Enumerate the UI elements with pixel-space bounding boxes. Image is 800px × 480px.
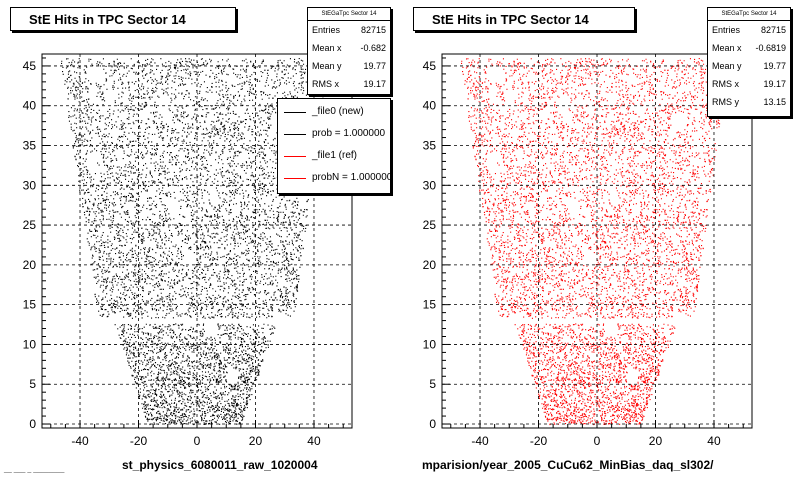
y-tick-label: 45	[423, 59, 437, 73]
right-stats-rms-y: RMS y 13.15	[708, 93, 790, 111]
right-stats-box: StEGaTpc Sector 14 Entries 82715 Mean x …	[707, 7, 791, 117]
left-legend: _file0 (new) prob = 1.000000 _file1 (ref…	[277, 98, 391, 194]
y-tick-label: 10	[423, 337, 437, 351]
x-tick-label: 40	[307, 434, 321, 448]
left-stats-mean-y: Mean y 19.77	[308, 57, 390, 75]
right-plot-title: StE Hits in TPC Sector 14	[413, 7, 635, 31]
right-stats-header: StEGaTpc Sector 14	[708, 8, 790, 21]
y-tick-label: 25	[23, 218, 37, 232]
y-tick-label: 20	[423, 258, 437, 272]
legend-line-red	[284, 156, 306, 157]
stat-value: -0.6819	[755, 43, 786, 53]
left-plot-title: StE Hits in TPC Sector 14	[10, 7, 236, 31]
y-tick-label: 5	[29, 377, 36, 391]
x-tick-label: 20	[249, 434, 263, 448]
legend-entry-file1: _file1 (ref)	[278, 145, 390, 167]
stat-label: RMS y	[712, 97, 739, 107]
y-tick-label: 20	[23, 258, 37, 272]
y-tick-label: 15	[423, 298, 437, 312]
left-stats-header: StEGaTpc Sector 14	[308, 8, 390, 21]
left-x-axis-caption: st_physics_6080011_raw_1020004	[122, 458, 318, 472]
stat-label: Mean x	[312, 43, 342, 53]
corner-note: __ ___ _ ________	[4, 466, 65, 473]
y-tick-label: 40	[23, 99, 37, 113]
stat-value: 19.17	[363, 79, 386, 89]
legend-label: _file0 (new)	[312, 106, 364, 117]
legend-label: prob = 1.000000	[312, 128, 386, 139]
legend-entry-probn: probN = 1.000000	[278, 167, 390, 189]
x-tick-label: 40	[707, 434, 721, 448]
stat-value: 19.77	[363, 61, 386, 71]
stat-label: Mean y	[712, 61, 742, 71]
stat-label: Entries	[312, 25, 341, 35]
y-tick-label: 0	[29, 417, 36, 431]
stat-label: Entries	[712, 25, 741, 35]
x-tick-label: 0	[594, 434, 601, 448]
y-tick-label: 15	[23, 298, 37, 312]
stat-label: Mean x	[712, 43, 742, 53]
x-tick-label: -40	[471, 434, 489, 448]
right-stats-rms-x: RMS x 19.17	[708, 75, 790, 93]
x-tick-label: -20	[530, 434, 548, 448]
y-tick-label: 5	[429, 377, 436, 391]
right-stats-entries: Entries 82715	[708, 21, 790, 39]
y-tick-label: 45	[23, 59, 37, 73]
y-tick-label: 40	[423, 99, 437, 113]
y-tick-label: 35	[423, 139, 437, 153]
stat-value: 19.17	[763, 79, 786, 89]
y-tick-label: 30	[423, 178, 437, 192]
stat-label: Mean y	[312, 61, 342, 71]
y-tick-label: 35	[23, 139, 37, 153]
legend-line-black	[284, 112, 306, 113]
stat-label: RMS x	[312, 79, 339, 89]
left-stats-entries: Entries 82715	[308, 21, 390, 39]
right-stats-mean-x: Mean x -0.6819	[708, 39, 790, 57]
left-stats-rms-x: RMS x 19.17	[308, 75, 390, 93]
right-x-axis-caption: mparision/year_2005_CuCu62_MinBias_daq_s…	[422, 458, 714, 472]
legend-entry-file0: _file0 (new)	[278, 101, 390, 123]
left-stats-mean-x: Mean x -0.682	[308, 39, 390, 57]
left-plot-title-text: StE Hits in TPC Sector 14	[29, 12, 186, 27]
y-tick-label: 25	[423, 218, 437, 232]
stat-label: RMS x	[712, 79, 739, 89]
legend-label: probN = 1.000000	[312, 172, 391, 183]
stat-value: -0.682	[360, 43, 386, 53]
x-tick-label: -20	[130, 434, 148, 448]
y-tick-label: 0	[429, 417, 436, 431]
right-plot-title-text: StE Hits in TPC Sector 14	[432, 12, 589, 27]
stat-value: 13.15	[763, 97, 786, 107]
y-tick-label: 30	[23, 178, 37, 192]
x-tick-label: 20	[649, 434, 663, 448]
x-tick-label: -40	[71, 434, 89, 448]
right-stats-mean-y: Mean y 19.77	[708, 57, 790, 75]
left-stats-box: StEGaTpc Sector 14 Entries 82715 Mean x …	[307, 7, 391, 95]
stat-value: 82715	[360, 25, 386, 35]
stat-value: 82715	[760, 25, 786, 35]
legend-label: _file1 (ref)	[312, 150, 358, 161]
legend-line-red	[284, 178, 306, 179]
x-tick-label: 0	[194, 434, 201, 448]
legend-line-black	[284, 134, 306, 135]
legend-entry-prob: prob = 1.000000	[278, 123, 390, 145]
stat-value: 19.77	[763, 61, 786, 71]
y-tick-label: 10	[23, 337, 37, 351]
